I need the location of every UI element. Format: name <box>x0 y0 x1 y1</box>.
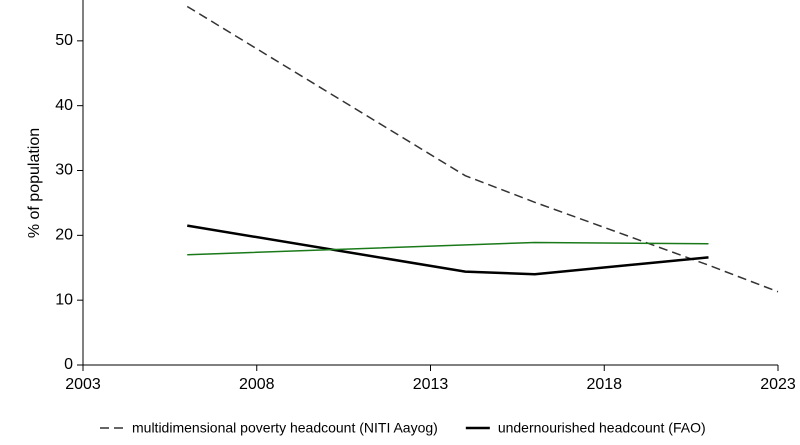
y-axis-label: % of population <box>26 128 43 238</box>
y-tick-label: 30 <box>55 162 73 179</box>
series-line <box>187 224 709 276</box>
y-tick-label: 50 <box>55 32 73 49</box>
x-tick-label: 2023 <box>760 376 796 393</box>
y-tick-label: 40 <box>55 97 73 114</box>
y-tick-label: 0 <box>64 356 73 373</box>
x-tick-label: 2008 <box>239 376 275 393</box>
legend: multidimensional poverty headcount (NITI… <box>100 420 706 436</box>
y-tick-label: 10 <box>55 291 73 308</box>
legend-label: multidimensional poverty headcount (NITI… <box>132 420 438 436</box>
x-tick-label: 2013 <box>413 376 449 393</box>
y-tick-label: 20 <box>55 227 73 244</box>
x-tick-label: 2003 <box>65 376 101 393</box>
series-line <box>186 5 779 293</box>
x-tick-label: 2018 <box>586 376 622 393</box>
legend-label: undernourished headcount (FAO) <box>498 420 706 436</box>
series-line <box>187 241 709 256</box>
